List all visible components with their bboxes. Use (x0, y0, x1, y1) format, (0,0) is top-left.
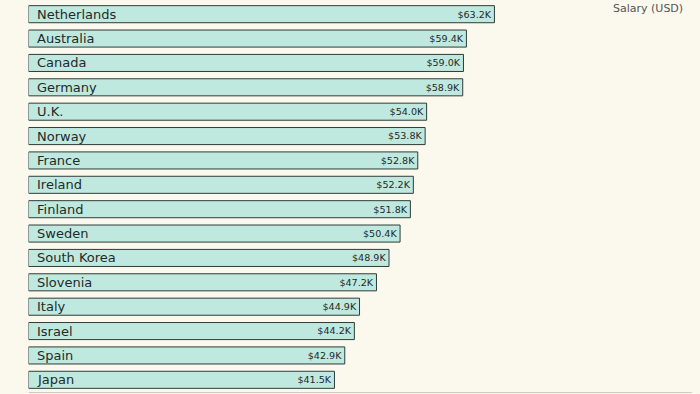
svg-text:Slovenia: Slovenia (37, 275, 92, 290)
svg-text:Australia: Australia (37, 31, 95, 46)
svg-text:Canada: Canada (37, 55, 86, 70)
svg-text:Norway: Norway (37, 129, 87, 144)
svg-text:$58.9K: $58.9K (426, 82, 460, 93)
svg-text:$44.9K: $44.9K (322, 301, 356, 312)
svg-text:Israel: Israel (37, 324, 73, 339)
svg-text:$63.2K: $63.2K (457, 9, 491, 20)
svg-text:$47.2K: $47.2K (339, 277, 373, 288)
svg-text:Finland: Finland (37, 202, 83, 217)
svg-text:Spain: Spain (37, 348, 73, 363)
svg-text:$52.8K: $52.8K (381, 155, 415, 166)
svg-text:Netherlands: Netherlands (37, 7, 116, 22)
svg-text:$53.8K: $53.8K (388, 130, 422, 141)
svg-text:$50.4K: $50.4K (363, 228, 397, 239)
svg-text:U.K.: U.K. (37, 104, 63, 119)
svg-text:$52.2K: $52.2K (376, 179, 410, 190)
svg-text:France: France (37, 153, 80, 168)
svg-text:$48.9K: $48.9K (352, 252, 386, 263)
svg-text:$41.5K: $41.5K (297, 374, 331, 385)
svg-text:$51.8K: $51.8K (373, 204, 407, 215)
svg-text:South Korea: South Korea (37, 250, 116, 265)
svg-text:Ireland: Ireland (37, 177, 82, 192)
svg-text:$59.4K: $59.4K (429, 33, 463, 44)
svg-text:$44.2K: $44.2K (317, 325, 351, 336)
svg-text:Sweden: Sweden (37, 226, 88, 241)
svg-text:Salary (USD): Salary (USD) (613, 2, 683, 15)
svg-text:Germany: Germany (37, 80, 97, 95)
svg-text:$42.9K: $42.9K (308, 350, 342, 361)
svg-text:Japan: Japan (37, 372, 74, 387)
svg-text:$59.0K: $59.0K (426, 57, 460, 68)
svg-text:Italy: Italy (37, 299, 66, 314)
svg-text:$54.0K: $54.0K (390, 106, 424, 117)
